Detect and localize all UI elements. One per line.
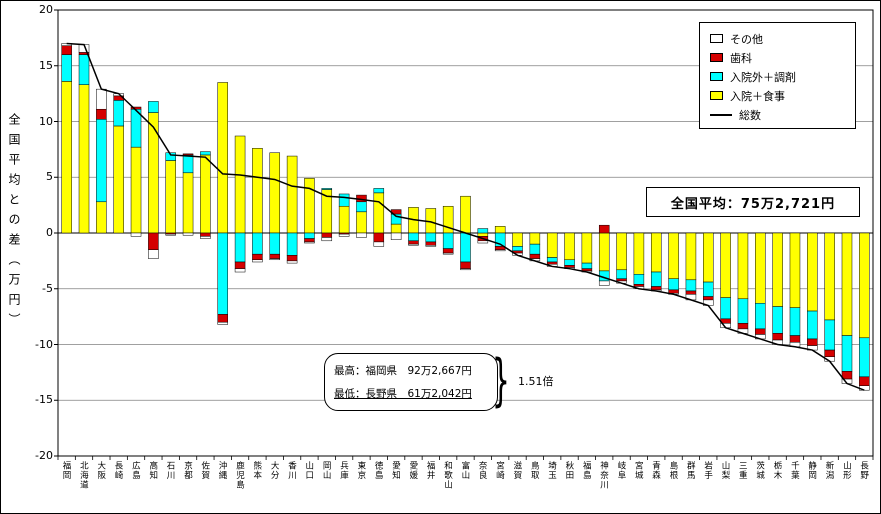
x-axis-label: 茨城 bbox=[754, 461, 765, 480]
legend-swatch-inpatient bbox=[710, 91, 723, 100]
legend-item-dental: 歯科 bbox=[710, 48, 845, 67]
x-axis-label: 群馬 bbox=[685, 461, 696, 480]
x-axis-label: 香川 bbox=[286, 461, 297, 480]
x-axis-label: 埼玉 bbox=[546, 461, 557, 480]
x-axis-label: 高知 bbox=[147, 461, 158, 480]
x-axis-label: 愛媛 bbox=[407, 461, 418, 480]
x-axis-label: 和歌山 bbox=[442, 461, 453, 490]
legend-item-outpatient: 入院外＋調剤 bbox=[710, 67, 845, 86]
x-axis-label: 長崎 bbox=[113, 461, 124, 480]
y-tick-label: -20 bbox=[35, 449, 53, 462]
x-axis-label: 青森 bbox=[650, 461, 661, 480]
legend-label-total: 総数 bbox=[739, 108, 761, 122]
x-axis-label: 兵庫 bbox=[338, 461, 349, 480]
x-axis-label: 長野 bbox=[858, 461, 869, 480]
legend-swatch-other bbox=[710, 34, 723, 43]
minmax-callout-box: 最高：福岡県 92万2,667円 最低：長野県 61万2,042円 bbox=[324, 353, 498, 411]
x-axis-label: 山形 bbox=[841, 461, 852, 480]
legend-label-other: その他 bbox=[730, 32, 763, 46]
x-axis-label: 宮崎 bbox=[494, 461, 505, 480]
callout-high-text: 最高：福岡県 92万2,667円 bbox=[334, 365, 472, 377]
y-tick-label: -10 bbox=[35, 337, 53, 351]
x-axis-label: 福島 bbox=[581, 461, 592, 480]
x-axis-label: 福岡 bbox=[61, 461, 72, 480]
x-axis-label: 神奈川 bbox=[598, 461, 609, 490]
x-axis-label: 福井 bbox=[425, 461, 436, 480]
x-axis-label: 山口 bbox=[303, 461, 314, 480]
x-axis-label: 千葉 bbox=[789, 461, 800, 480]
x-axis-label: 宮城 bbox=[633, 461, 644, 480]
x-axis-label: 鳥取 bbox=[529, 461, 540, 480]
x-axis-label: 愛知 bbox=[390, 461, 401, 480]
x-axis-label: 山梨 bbox=[719, 461, 730, 480]
x-axis-label: 奈良 bbox=[477, 461, 488, 480]
x-axis-label: 北海道 bbox=[78, 461, 89, 490]
x-axis-label: 岐阜 bbox=[615, 461, 626, 480]
x-axis-label: 鹿児島 bbox=[234, 461, 245, 490]
x-axis-label: 静岡 bbox=[806, 461, 817, 480]
x-axis-label: 東京 bbox=[355, 461, 366, 480]
x-axis-label: 岡山 bbox=[321, 461, 332, 480]
y-tick-label: 5 bbox=[46, 170, 53, 184]
x-axis-label: 島根 bbox=[667, 461, 678, 480]
x-axis-label: 佐賀 bbox=[199, 461, 210, 480]
brace-icon: } bbox=[492, 347, 510, 413]
x-axis-label: 徳島 bbox=[373, 461, 384, 480]
legend-item-other: その他 bbox=[710, 29, 845, 48]
x-axis-label: 京都 bbox=[182, 461, 193, 480]
x-axis-label: 広島 bbox=[130, 461, 141, 480]
x-axis-label: 滋賀 bbox=[511, 461, 522, 480]
legend-item-inpatient: 入院＋食事 bbox=[710, 86, 845, 105]
y-tick-label: 20 bbox=[39, 3, 53, 16]
legend-label-outpatient: 入院外＋調剤 bbox=[730, 70, 796, 84]
x-axis-label: 大分 bbox=[269, 461, 280, 480]
y-tick-label: 0 bbox=[46, 226, 53, 239]
national-average-text: 全国平均：75万2,721円 bbox=[670, 196, 836, 212]
callout-low-text: 最低：長野県 61万2,042円 bbox=[334, 388, 472, 400]
y-tick-label: -5 bbox=[42, 281, 53, 295]
legend-label-inpatient: 入院＋食事 bbox=[730, 89, 785, 103]
x-axis-label: 富山 bbox=[459, 461, 470, 480]
legend-swatch-dental bbox=[710, 53, 723, 62]
x-axis-label: 栃木 bbox=[771, 461, 782, 480]
y-tick-label: 15 bbox=[39, 58, 53, 72]
x-axis-label: 岩手 bbox=[702, 461, 713, 480]
legend-box: その他 歯科 入院外＋調剤 入院＋食事 総数 bbox=[699, 22, 856, 129]
y-tick-label: 10 bbox=[39, 114, 53, 128]
ratio-text: 1.51倍 bbox=[518, 375, 554, 388]
legend-line-total-icon bbox=[710, 113, 732, 116]
legend-label-dental: 歯科 bbox=[730, 51, 752, 65]
x-axis-label: 沖縄 bbox=[217, 461, 228, 480]
y-axis-title: 全国平均との差（万円） bbox=[7, 113, 21, 333]
x-axis-label: 大阪 bbox=[95, 461, 106, 480]
legend-item-total: 総数 bbox=[710, 105, 845, 124]
x-axis-label: 石川 bbox=[165, 461, 176, 480]
y-tick-label: -15 bbox=[35, 393, 53, 407]
national-average-box: 全国平均：75万2,721円 bbox=[646, 187, 860, 217]
x-axis-label: 熊本 bbox=[251, 461, 262, 480]
x-axis-label: 秋田 bbox=[563, 461, 574, 480]
x-axis-label: 三重 bbox=[737, 461, 748, 480]
legend-swatch-outpatient bbox=[710, 72, 723, 81]
x-axis-label: 新潟 bbox=[823, 461, 834, 480]
